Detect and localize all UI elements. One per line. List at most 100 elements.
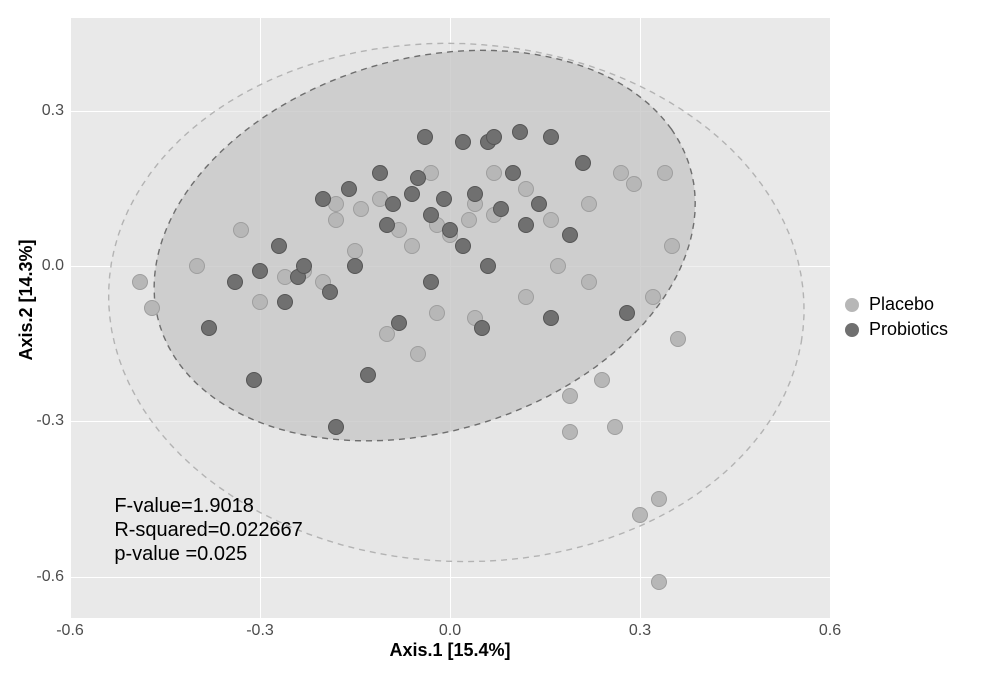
point-placebo xyxy=(607,419,623,435)
point-placebo xyxy=(664,238,680,254)
y-axis-label: Axis.2 [14.3%] xyxy=(16,0,37,600)
gridline-h xyxy=(70,577,830,578)
point-placebo xyxy=(461,212,477,228)
point-placebo xyxy=(651,574,667,590)
point-placebo xyxy=(189,258,205,274)
point-placebo xyxy=(632,507,648,523)
point-placebo xyxy=(657,165,673,181)
point-probiotics xyxy=(486,129,502,145)
point-probiotics xyxy=(391,315,407,331)
point-probiotics xyxy=(543,129,559,145)
point-probiotics xyxy=(404,186,420,202)
point-placebo xyxy=(347,243,363,259)
x-axis-label: Axis.1 [15.4%] xyxy=(70,640,830,661)
point-placebo xyxy=(651,491,667,507)
point-probiotics xyxy=(455,134,471,150)
figure: F-value=1.9018R-squared=0.022667p-value … xyxy=(0,0,1000,673)
point-probiotics xyxy=(227,274,243,290)
gridline-h xyxy=(70,111,830,112)
point-placebo xyxy=(429,305,445,321)
point-probiotics xyxy=(442,222,458,238)
point-probiotics xyxy=(341,181,357,197)
x-tick-label: 0.6 xyxy=(819,622,841,640)
point-probiotics xyxy=(252,263,268,279)
point-probiotics xyxy=(493,201,509,217)
point-probiotics xyxy=(322,284,338,300)
point-probiotics xyxy=(480,258,496,274)
point-probiotics xyxy=(543,310,559,326)
legend-label-probiotics: Probiotics xyxy=(869,319,948,340)
point-probiotics xyxy=(315,191,331,207)
point-probiotics xyxy=(271,238,287,254)
legend-dot-probiotics xyxy=(845,323,859,337)
confidence-ellipse-placebo xyxy=(109,43,804,561)
x-tick-label: -0.3 xyxy=(246,622,274,640)
point-placebo xyxy=(550,258,566,274)
point-placebo xyxy=(581,196,597,212)
legend-dot-placebo xyxy=(845,298,859,312)
point-probiotics xyxy=(410,170,426,186)
point-probiotics xyxy=(328,419,344,435)
point-probiotics xyxy=(531,196,547,212)
point-probiotics xyxy=(360,367,376,383)
point-probiotics xyxy=(372,165,388,181)
legend-label-placebo: Placebo xyxy=(869,294,934,315)
x-tick-label: 0.3 xyxy=(629,622,651,640)
point-probiotics xyxy=(505,165,521,181)
point-placebo xyxy=(518,289,534,305)
y-tick-label: 0.3 xyxy=(42,102,64,120)
point-probiotics xyxy=(347,258,363,274)
point-placebo xyxy=(328,212,344,228)
stats-line: p-value =0.025 xyxy=(114,542,302,566)
legend: Placebo Probiotics xyxy=(845,290,948,344)
stats-box: F-value=1.9018R-squared=0.022667p-value … xyxy=(114,494,302,566)
point-placebo xyxy=(562,388,578,404)
point-probiotics xyxy=(436,191,452,207)
legend-item-probiotics: Probiotics xyxy=(845,319,948,340)
point-probiotics xyxy=(246,372,262,388)
point-placebo xyxy=(562,424,578,440)
point-placebo xyxy=(132,274,148,290)
gridline-v xyxy=(640,18,641,618)
point-probiotics xyxy=(562,227,578,243)
point-probiotics xyxy=(385,196,401,212)
stats-line: R-squared=0.022667 xyxy=(114,518,302,542)
gridline-h xyxy=(70,421,830,422)
legend-item-placebo: Placebo xyxy=(845,294,948,315)
point-probiotics xyxy=(296,258,312,274)
y-tick-label: -0.3 xyxy=(36,412,64,430)
point-placebo xyxy=(594,372,610,388)
point-probiotics xyxy=(455,238,471,254)
point-placebo xyxy=(404,238,420,254)
point-placebo xyxy=(518,181,534,197)
point-probiotics xyxy=(201,320,217,336)
point-probiotics xyxy=(379,217,395,233)
gridline-v xyxy=(70,18,71,618)
point-placebo xyxy=(486,165,502,181)
point-probiotics xyxy=(619,305,635,321)
point-placebo xyxy=(626,176,642,192)
point-placebo xyxy=(252,294,268,310)
y-tick-label: -0.6 xyxy=(36,568,64,586)
y-tick-label: 0.0 xyxy=(42,257,64,275)
point-placebo xyxy=(233,222,249,238)
point-probiotics xyxy=(423,274,439,290)
point-probiotics xyxy=(512,124,528,140)
point-placebo xyxy=(410,346,426,362)
x-tick-label: 0.0 xyxy=(439,622,461,640)
point-placebo xyxy=(670,331,686,347)
point-probiotics xyxy=(518,217,534,233)
confidence-ellipse-probiotics xyxy=(154,50,695,441)
gridline-v xyxy=(450,18,451,618)
gridline-h xyxy=(70,266,830,267)
point-probiotics xyxy=(575,155,591,171)
point-probiotics xyxy=(423,207,439,223)
point-probiotics xyxy=(467,186,483,202)
x-tick-label: -0.6 xyxy=(56,622,84,640)
point-probiotics xyxy=(474,320,490,336)
stats-line: F-value=1.9018 xyxy=(114,494,302,518)
plot-outer: F-value=1.9018R-squared=0.022667p-value … xyxy=(70,18,830,618)
point-placebo xyxy=(543,212,559,228)
point-probiotics xyxy=(417,129,433,145)
point-placebo xyxy=(581,274,597,290)
